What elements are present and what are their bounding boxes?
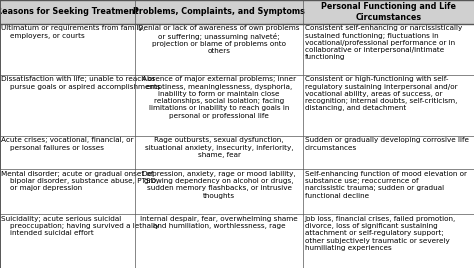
Text: Suicidality; acute serious suicidal
    preoccupation; having survived a lethall: Suicidality; acute serious suicidal preo…: [1, 216, 160, 236]
Bar: [0, 169, 135, 214]
Text: Job loss, financial crises, failed promotion,
divorce, loss of significant susta: Job loss, financial crises, failed promo…: [305, 216, 456, 251]
Text: Reasons for Seeking Treatment: Reasons for Seeking Treatment: [0, 8, 139, 16]
Text: Acute crises; vocational, financial, or
    personal failures or losses: Acute crises; vocational, financial, or …: [1, 137, 134, 151]
Text: Denial or lack of awareness of own problems
or suffering; unassuming naïveté;
pr: Denial or lack of awareness of own probl…: [138, 25, 300, 54]
Bar: [135, 24, 303, 75]
Bar: [0, 136, 135, 169]
Bar: [303, 214, 474, 268]
Bar: [303, 136, 474, 169]
Bar: [135, 0, 303, 24]
Bar: [135, 75, 303, 136]
Text: Consistent or high-functioning with self-
regulatory sustaining interpersonal an: Consistent or high-functioning with self…: [305, 76, 457, 111]
Text: Problems, Complaints, and Symptoms: Problems, Complaints, and Symptoms: [133, 8, 305, 16]
Text: Mental disorder; acute or gradual onset of
    bipolar disorder, substance abuse: Mental disorder; acute or gradual onset …: [1, 171, 159, 191]
Bar: [303, 0, 474, 24]
Text: Internal despair, fear, overwhelming shame
and humiliation, worthlessness, rage: Internal despair, fear, overwhelming sha…: [140, 216, 298, 229]
Text: Consistent self-enhancing or narcissistically
sustained functioning; fluctuation: Consistent self-enhancing or narcissisti…: [305, 25, 462, 61]
Text: Personal Functioning and Life
Circumstances: Personal Functioning and Life Circumstan…: [321, 2, 456, 22]
Text: Ultimatum or requirements from family,
    employers, or courts: Ultimatum or requirements from family, e…: [1, 25, 146, 39]
Bar: [303, 75, 474, 136]
Text: Absence of major external problems; inner
emptiness, meaninglessness, dysphoria,: Absence of major external problems; inne…: [142, 76, 296, 118]
Bar: [135, 214, 303, 268]
Bar: [0, 24, 135, 75]
Bar: [0, 0, 135, 24]
Text: Rage outbursts, sexual dysfunction,
situational anxiety, insecurity, inferiority: Rage outbursts, sexual dysfunction, situ…: [145, 137, 293, 158]
Text: Depression, anxiety, rage or mood lability,
growing dependency on alcohol or dru: Depression, anxiety, rage or mood labili…: [142, 171, 296, 199]
Text: Dissatisfaction with life; unable to reach or
    pursue goals or aspired accomp: Dissatisfaction with life; unable to rea…: [1, 76, 161, 90]
Bar: [303, 24, 474, 75]
Bar: [135, 169, 303, 214]
Text: Sudden or gradually developing corrosive life
circumstances: Sudden or gradually developing corrosive…: [305, 137, 469, 151]
Bar: [303, 169, 474, 214]
Text: Self-enhancing function of mood elevation or
substance use; reoccurrence of
narc: Self-enhancing function of mood elevatio…: [305, 171, 467, 199]
Bar: [135, 136, 303, 169]
Bar: [0, 214, 135, 268]
Bar: [0, 75, 135, 136]
